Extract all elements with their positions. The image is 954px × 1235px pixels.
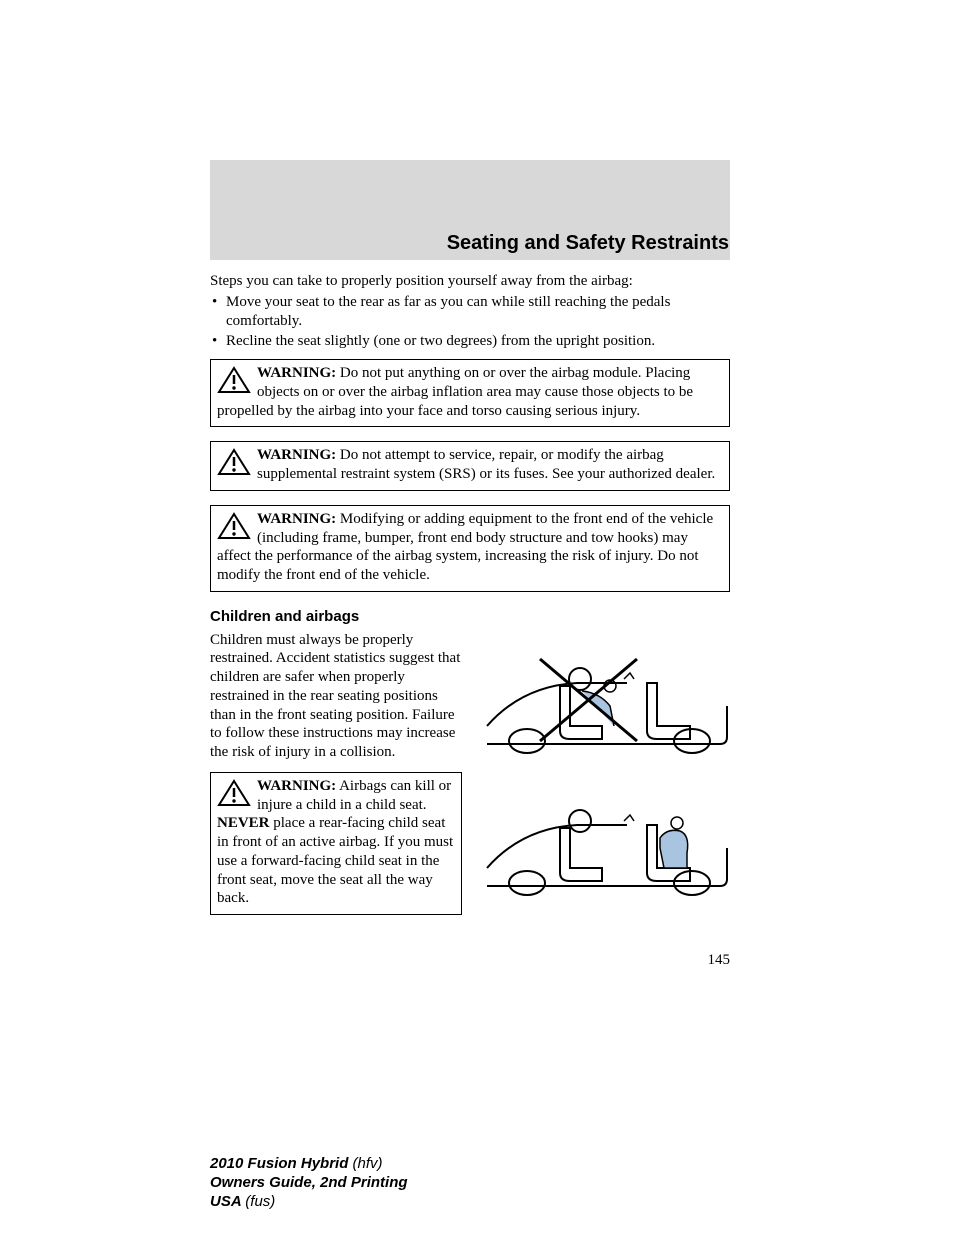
warning-box-1: WARNING: Do not put anything on or over … (210, 359, 730, 427)
children-diagram-column (482, 631, 730, 916)
footer-line-3b: (fus) (245, 1193, 275, 1210)
children-paragraph: Children must always be properly restrai… (210, 631, 462, 762)
wrong-seating-diagram (482, 631, 730, 761)
warning-icon (217, 448, 251, 476)
footer-line-1b: (hfv) (353, 1155, 383, 1172)
footer-block: 2010 Fusion Hybrid (hfv) Owners Guide, 2… (210, 1155, 408, 1211)
intro-text: Steps you can take to properly position … (210, 272, 730, 291)
never-label: NEVER (217, 815, 270, 831)
warning-box-2: WARNING: Do not attempt to service, repa… (210, 441, 730, 491)
page-title: Seating and Safety Restraints (447, 232, 729, 255)
footer-line-1a: 2010 Fusion Hybrid (210, 1155, 353, 1172)
warning-label: WARNING: (257, 447, 336, 463)
bullet-list: Move your seat to the rear as far as you… (210, 293, 730, 351)
content-area: Steps you can take to properly position … (210, 272, 730, 970)
list-item: Recline the seat slightly (one or two de… (210, 332, 730, 351)
warning-label: WARNING: (257, 511, 336, 527)
correct-seating-diagram (482, 773, 730, 903)
warning-box-3: WARNING: Modifying or adding equipment t… (210, 505, 730, 592)
warning-label: WARNING: (257, 778, 336, 794)
children-heading: Children and airbags (210, 608, 730, 627)
page-number: 145 (210, 951, 730, 970)
children-text-column: Children must always be properly restrai… (210, 631, 462, 916)
warning-box-4: WARNING: Airbags can kill or injure a ch… (210, 772, 462, 915)
warning-label: WARNING: (257, 365, 336, 381)
footer-line-3a: USA (210, 1193, 245, 1210)
warning-icon (217, 779, 251, 807)
list-item: Move your seat to the rear as far as you… (210, 293, 730, 331)
warning-icon (217, 512, 251, 540)
footer-line-2: Owners Guide, 2nd Printing (210, 1174, 408, 1193)
warning-icon (217, 366, 251, 394)
children-section: Children must always be properly restrai… (210, 631, 730, 916)
